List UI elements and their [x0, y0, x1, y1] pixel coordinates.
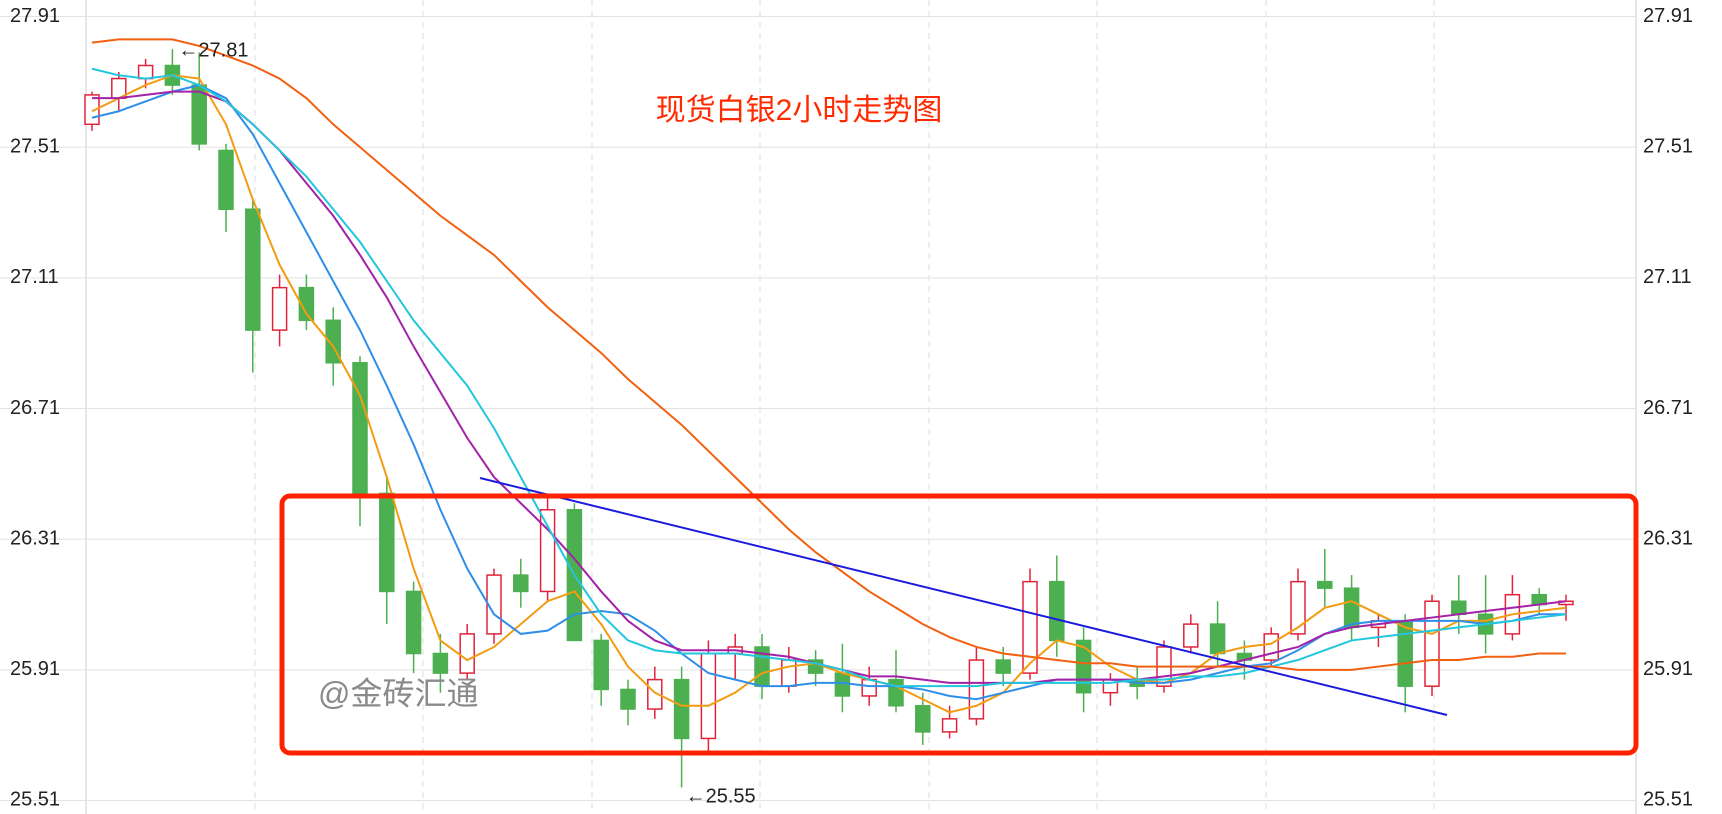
low-annotation: ←25.55 — [686, 786, 756, 808]
candle-body — [539, 509, 556, 593]
candle-body — [861, 678, 877, 697]
y-tick-label-right: 27.51 — [1643, 135, 1693, 157]
candle-body — [218, 149, 234, 210]
vertical-grid — [254, 0, 1435, 814]
candle-body — [298, 286, 315, 322]
candle-body — [1451, 600, 1467, 616]
y-tick-label-right: 27.11 — [1643, 266, 1692, 288]
candle-body — [1049, 580, 1065, 642]
candle-body — [647, 678, 663, 710]
highlight-box — [279, 493, 1639, 756]
watermark: @金砖汇通 — [318, 675, 479, 711]
candle-body — [781, 659, 797, 687]
y-tick-label: 27.51 — [10, 135, 60, 157]
candle-body — [834, 672, 851, 697]
candle-body — [459, 633, 475, 674]
y-tick-label-right: 27.91 — [1643, 5, 1693, 27]
candle-body — [432, 652, 449, 674]
y-tick-label-right: 25.91 — [1643, 658, 1693, 680]
candle-body — [137, 64, 154, 80]
candle-body — [379, 492, 395, 593]
candle-body — [352, 362, 368, 495]
candle-body — [888, 678, 904, 707]
moving-average-line — [91, 38, 1566, 671]
candle-body — [915, 705, 931, 733]
chart-title: 现货白银2小时走势图 — [656, 94, 943, 127]
candle-body — [1343, 587, 1360, 629]
candle-body — [1290, 580, 1306, 635]
candle-body — [1209, 623, 1226, 655]
candle-body — [593, 639, 609, 691]
candle-body — [968, 659, 985, 720]
candle-body — [1317, 580, 1333, 589]
candle-body — [620, 688, 636, 710]
candle-body — [1183, 623, 1199, 648]
y-tick-label: 27.91 — [10, 5, 60, 27]
y-tick-label: 26.31 — [10, 527, 60, 549]
candle-body — [941, 718, 958, 733]
candle-body — [513, 574, 529, 593]
high-annotation: ←27.81 — [178, 39, 248, 61]
candle-body — [700, 652, 717, 740]
y-tick-label: 27.11 — [10, 266, 59, 288]
y-tick-label: 25.51 — [10, 788, 60, 810]
candle-body — [1397, 620, 1413, 687]
candle-body — [1424, 600, 1440, 687]
candle-body — [995, 659, 1011, 674]
candle-body — [245, 208, 261, 331]
y-tick-label: 26.71 — [10, 397, 60, 419]
candle-body — [1075, 639, 1092, 694]
candle-body — [673, 678, 690, 740]
plot: 25.51 25.51 25.91 25.91 26.31 26.31 26.71 26.71… — [0, 5, 1693, 810]
candle-body — [1263, 633, 1279, 661]
y-tick-label-right: 25.51 — [1643, 788, 1693, 810]
candle-body — [271, 286, 288, 331]
y-tick-label: 25.91 — [10, 658, 60, 680]
trend-line — [479, 477, 1448, 716]
candle-body — [1022, 580, 1038, 674]
moving-average-line — [91, 67, 1567, 688]
candle-body — [405, 590, 422, 655]
moving-average-line — [91, 74, 1567, 714]
y-tick-label-right: 26.71 — [1643, 397, 1693, 419]
candle-body — [486, 574, 502, 635]
y-tick-label-right: 26.31 — [1643, 527, 1693, 549]
